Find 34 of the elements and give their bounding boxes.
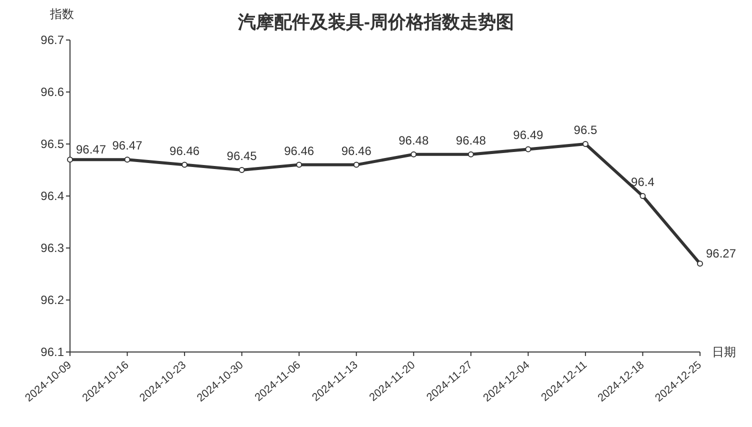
point — [353, 162, 360, 168]
data-label: 96.46 — [284, 144, 314, 158]
y-tick-label: 96.7 — [40, 33, 64, 47]
point — [697, 260, 703, 267]
point — [410, 151, 417, 158]
data-label: 96.48 — [398, 133, 429, 148]
data-label: 96.48 — [456, 133, 486, 148]
data-label: 96.46 — [341, 144, 372, 158]
point — [67, 156, 73, 163]
data-label: 96.47 — [76, 142, 106, 157]
point — [582, 141, 588, 147]
y-tick-label: 96.3 — [40, 241, 64, 255]
y-tick-label: 96.2 — [40, 293, 64, 307]
point — [468, 151, 474, 158]
point — [182, 162, 188, 168]
data-label: 96.46 — [170, 144, 200, 158]
y-tick-label: 96.6 — [40, 85, 64, 99]
point — [124, 156, 130, 163]
data-label: 96.47 — [112, 138, 143, 153]
point — [640, 193, 646, 199]
chart-title: 汽摩配件及装具-周价格指数走势图 — [237, 12, 514, 32]
y-axis-title: 指数 — [49, 7, 74, 21]
point — [525, 146, 532, 152]
data-label: 96.45 — [226, 149, 258, 163]
data-label: 96.49 — [513, 128, 544, 142]
point — [238, 167, 245, 173]
x-axis-title: 日期 — [712, 345, 736, 359]
data-label: 96.4 — [631, 175, 655, 189]
y-tick-label: 96.5 — [40, 137, 64, 151]
data-label: 96.5 — [574, 123, 598, 137]
data-label: 96.27 — [706, 246, 736, 261]
y-tick-label: 96.1 — [40, 345, 64, 359]
point — [296, 162, 302, 168]
y-tick-label: 96.4 — [40, 189, 64, 203]
